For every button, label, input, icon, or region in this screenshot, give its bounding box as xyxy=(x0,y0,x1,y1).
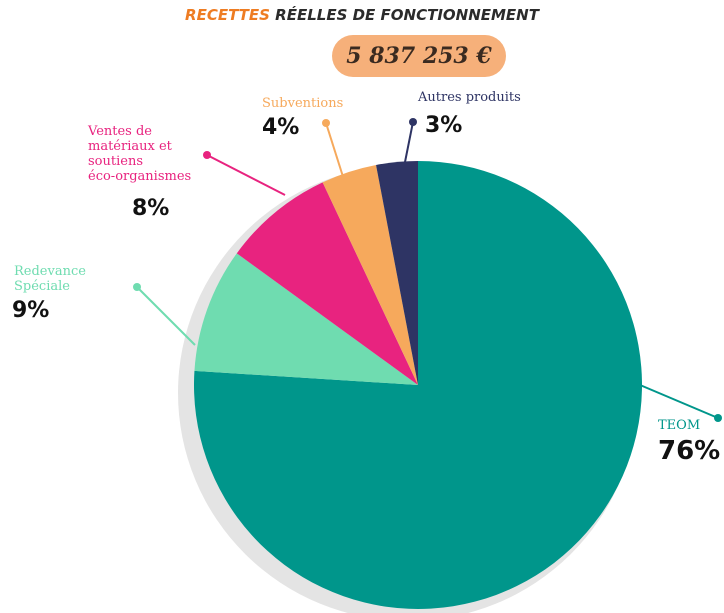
category-label: Subventions xyxy=(262,96,344,111)
value-label: 4% xyxy=(262,115,300,140)
pie-slice xyxy=(236,182,418,385)
leader-dot xyxy=(714,414,722,422)
category-label: Ventes de matériaux et soutiens éco-orga… xyxy=(88,124,192,184)
value-label: 3% xyxy=(425,113,463,138)
category-label: Redevance Spéciale xyxy=(14,264,86,294)
value-label: 76% xyxy=(658,436,721,466)
leader-dot xyxy=(133,283,141,291)
leader-dot xyxy=(203,151,211,159)
title-highlight: RECETTES xyxy=(185,6,270,24)
leader-dot xyxy=(409,118,417,126)
leader-dot xyxy=(322,119,330,127)
leader-line xyxy=(639,384,719,419)
leader-line xyxy=(136,286,196,346)
value-label: 8% xyxy=(132,196,170,221)
pie-slice xyxy=(376,161,418,385)
pie-slice xyxy=(194,161,642,609)
category-label: TEOM xyxy=(658,418,701,433)
category-label: Autres produits xyxy=(418,90,521,105)
value-label: 9% xyxy=(12,298,50,323)
leader-line xyxy=(404,121,414,163)
pie-slice xyxy=(194,253,418,385)
leader-line xyxy=(325,122,346,184)
leader-line xyxy=(206,154,286,196)
chart-title: RÉELLES DE FONCTIONNEMENT xyxy=(275,6,539,24)
total-badge: 5 837 253 € xyxy=(332,35,506,77)
pie-slice xyxy=(322,164,418,385)
chart-title-block: RECETTES RÉELLES DE FONCTIONNEMENT xyxy=(0,6,724,24)
